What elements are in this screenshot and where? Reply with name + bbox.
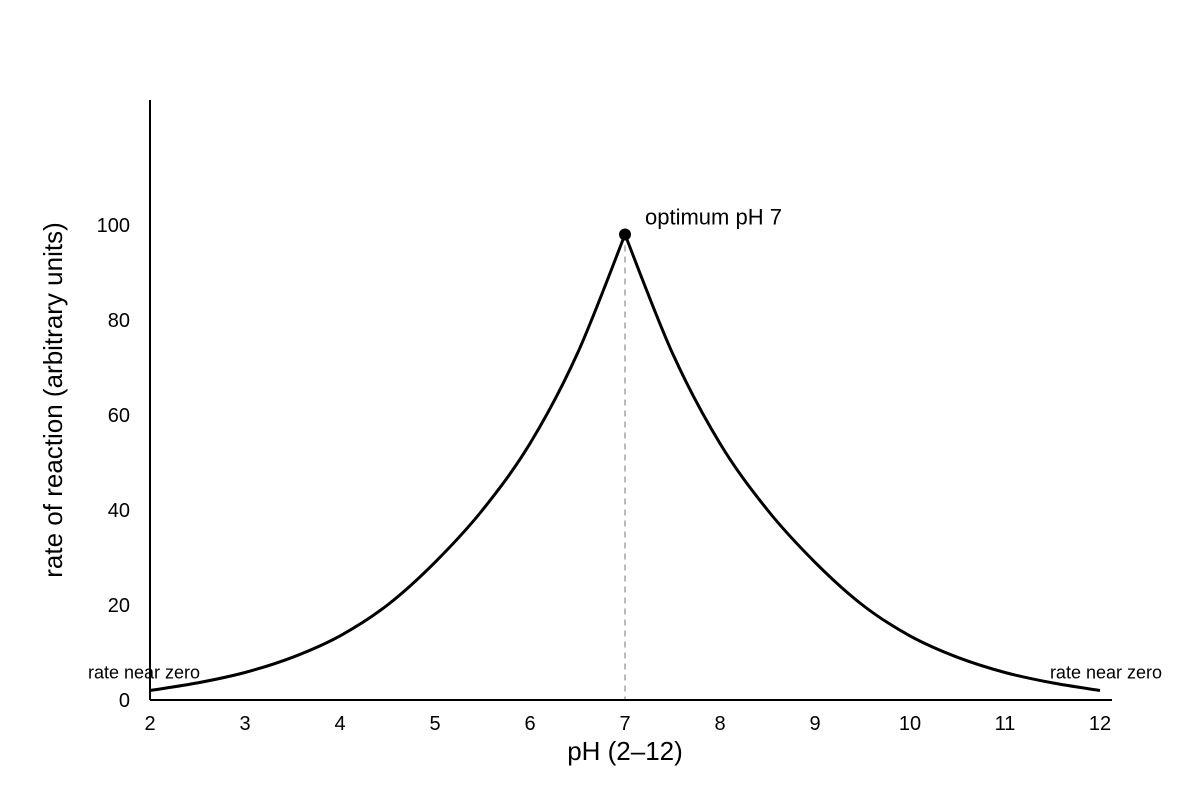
x-tick-label: 10 [899, 713, 921, 735]
annotation-right: rate near zero [1050, 663, 1162, 683]
y-tick-label: 40 [108, 500, 130, 522]
x-axis-title: pH (2–12) [567, 736, 683, 766]
peak-label: optimum pH 7 [645, 205, 782, 230]
x-tick-label: 5 [429, 713, 440, 735]
x-tick-label: 12 [1089, 713, 1111, 735]
x-tick-label: 7 [619, 713, 630, 735]
x-tick-label: 6 [524, 713, 535, 735]
x-tick-label: 11 [995, 713, 1016, 735]
x-tick-label: 8 [714, 713, 725, 735]
y-tick-label: 80 [108, 310, 130, 332]
y-tick-label: 60 [108, 405, 130, 427]
series-line [149, 233, 1101, 692]
x-tick-label: 4 [334, 713, 345, 735]
y-tick-labels: 0 20 40 60 80 100 [97, 215, 130, 712]
x-tick-labels: 2 3 4 5 6 7 8 9 10 11 12 [144, 713, 1111, 735]
y-tick-label: 100 [97, 215, 130, 237]
x-tick-label: 3 [239, 713, 250, 735]
y-tick-label: 20 [108, 595, 130, 617]
peak-point [619, 228, 631, 241]
y-tick-label: 0 [119, 690, 130, 712]
annotation-left: rate near zero [88, 663, 200, 683]
x-tick-label: 9 [809, 713, 820, 735]
y-axis-title: rate of reaction (arbitrary units) [38, 222, 68, 577]
x-tick-label: 2 [144, 713, 155, 735]
